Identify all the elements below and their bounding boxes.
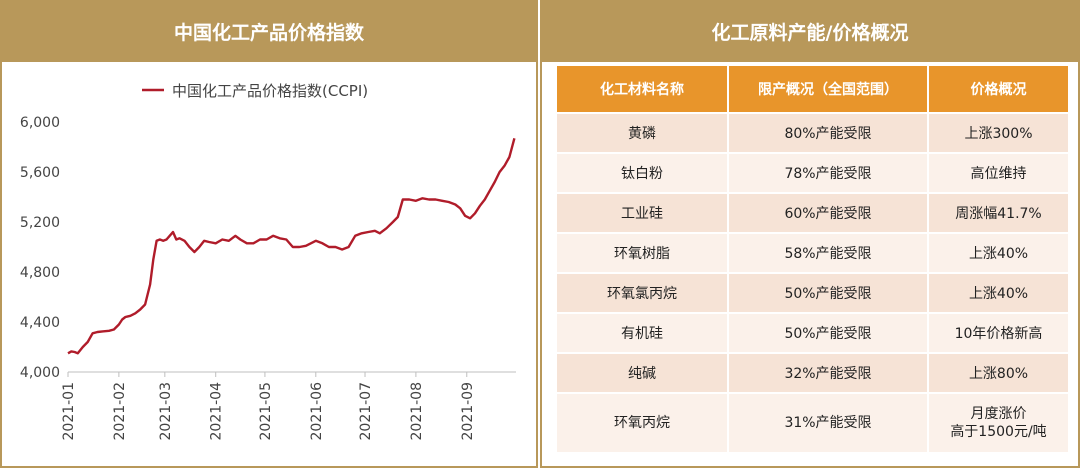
cell-price: 上涨80% xyxy=(927,352,1070,394)
table-row: 钛白粉 78%产能受限 高位维持 xyxy=(555,152,1070,194)
legend-label: 中国化工产品价格指数(CCPI) xyxy=(172,82,368,100)
cell-capacity: 60%产能受限 xyxy=(727,192,929,234)
cell-capacity: 32%产能受限 xyxy=(727,352,929,394)
column-header-material: 化工材料名称 xyxy=(555,66,729,113)
table-row: 环氧树脂 58%产能受限 上涨40% xyxy=(555,232,1070,274)
cell-price: 高位维持 xyxy=(927,152,1070,194)
ccpi-series-line xyxy=(67,137,516,355)
cell-material: 黄磷 xyxy=(555,112,729,154)
column-header-capacity: 限产概况（全国范围） xyxy=(727,66,929,113)
x-tick-label: 2021-09 xyxy=(460,382,476,441)
x-tick-label: 2021-07 xyxy=(358,382,374,441)
table-row: 有机硅 50%产能受限 10年价格新高 xyxy=(555,312,1070,354)
x-tick-label: 2021-01 xyxy=(61,382,77,441)
cell-price: 周涨幅41.7% xyxy=(927,192,1070,234)
ccpi-line-chart: 中国化工产品价格指数(CCPI) 4,000 4,400 4,800 5,200 5,6… xyxy=(20,82,516,441)
column-header-price: 价格概况 xyxy=(927,66,1070,113)
x-tick-label: 2021-08 xyxy=(409,382,425,441)
table-panel-title: 化工原料产能/价格概况 xyxy=(540,0,1080,62)
y-tick-label: 5,200 xyxy=(20,215,60,231)
cell-price: 月度涨价 高于1500元/吨 xyxy=(927,392,1070,454)
y-tick-label: 5,600 xyxy=(20,165,60,181)
table-row: 环氧氯丙烷 50%产能受限 上涨40% xyxy=(555,272,1070,314)
chart-legend: 中国化工产品价格指数(CCPI) xyxy=(142,82,368,100)
y-tick-label: 6,000 xyxy=(20,115,60,131)
cell-capacity: 78%产能受限 xyxy=(727,152,929,194)
y-tick-label: 4,000 xyxy=(20,365,60,381)
x-tick-label: 2021-04 xyxy=(209,382,225,441)
cell-material: 工业硅 xyxy=(555,192,729,234)
cell-price: 10年价格新高 xyxy=(927,312,1070,354)
table-row: 环氧丙烷 31%产能受限 月度涨价 高于1500元/吨 xyxy=(555,392,1070,454)
cell-material: 环氧丙烷 xyxy=(555,392,729,454)
cell-material: 钛白粉 xyxy=(555,152,729,194)
cell-price: 上涨40% xyxy=(927,272,1070,314)
x-tick-label: 2021-03 xyxy=(158,382,174,441)
cell-material: 环氧氯丙烷 xyxy=(555,272,729,314)
cell-material: 有机硅 xyxy=(555,312,729,354)
cell-capacity: 50%产能受限 xyxy=(727,312,929,354)
table-row: 工业硅 60%产能受限 周涨幅41.7% xyxy=(555,192,1070,234)
x-tick-label: 2021-06 xyxy=(309,382,325,441)
chart-panel-title: 中国化工产品价格指数 xyxy=(0,0,538,62)
cell-capacity: 31%产能受限 xyxy=(727,392,929,454)
cell-material: 纯碱 xyxy=(555,352,729,394)
y-tick-label: 4,800 xyxy=(20,265,60,281)
table-panel: 化工材料名称 限产概况（全国范围） 价格概况 黄磷 80%产能受限 上涨300% 钛白… xyxy=(540,62,1080,468)
table-row: 纯碱 32%产能受限 上涨80% xyxy=(555,352,1070,394)
cell-capacity: 58%产能受限 xyxy=(727,232,929,274)
cell-material: 环氧树脂 xyxy=(555,232,729,274)
cell-price: 上涨300% xyxy=(927,112,1070,154)
x-tick-label: 2021-02 xyxy=(112,382,128,441)
cell-price: 上涨40% xyxy=(927,232,1070,274)
y-tick-label: 4,400 xyxy=(20,315,60,331)
chart-panel: 中国化工产品价格指数(CCPI) 4,000 4,400 4,800 5,200 5,6… xyxy=(0,62,538,468)
cell-capacity: 50%产能受限 xyxy=(727,272,929,314)
table-body: 黄磷 80%产能受限 上涨300% 钛白粉 78%产能受限 高位维持 工业硅 60%产能受限周… xyxy=(555,112,1070,454)
table-row: 黄磷 80%产能受限 上涨300% xyxy=(555,112,1070,154)
x-axis: 2021-01 2021-02 2021-03 2021-04 2021-05 2021-… xyxy=(61,372,476,441)
x-tick-label: 2021-05 xyxy=(258,382,274,441)
table-header-row: 化工材料名称 限产概况（全国范围） 价格概况 xyxy=(555,66,1070,113)
capacity-price-table: 化工材料名称 限产概况（全国范围） 价格概况 黄磷 80%产能受限 上涨300% 钛白… xyxy=(555,66,1070,454)
y-axis: 4,000 4,400 4,800 5,200 5,600 6,000 xyxy=(20,115,60,381)
cell-capacity: 80%产能受限 xyxy=(727,112,929,154)
